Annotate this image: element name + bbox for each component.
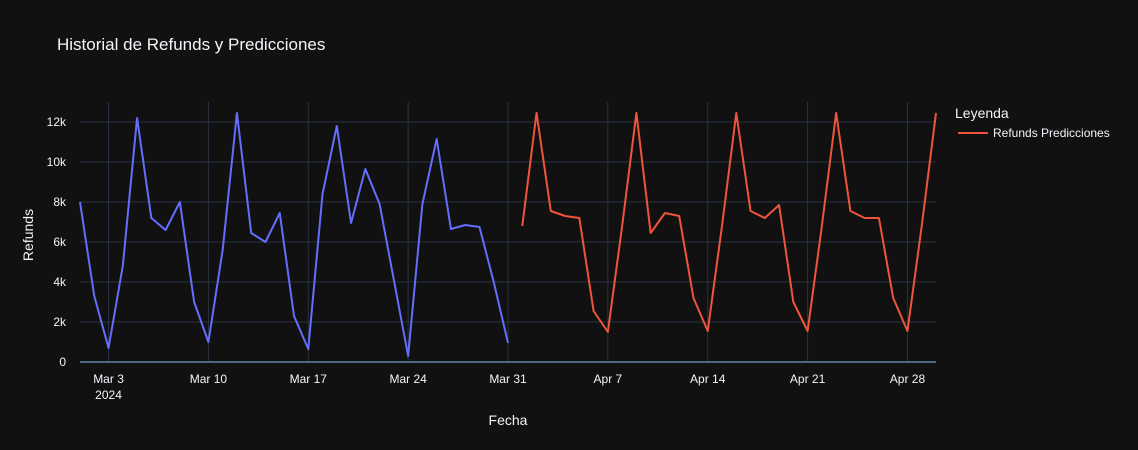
- x-tick-label: Apr 14: [690, 372, 726, 386]
- legend-items: Refunds Predicciones: [958, 126, 1110, 140]
- series-line-0: [79, 112, 509, 357]
- y-tick-label: 8k: [53, 195, 67, 209]
- x-tick-sublabel: 2024: [95, 388, 122, 402]
- tick-labels: 0 2k 4k 6k 8k 10k 12k Mar 3 2024 Mar 10 Mar 17 Mar …: [47, 115, 926, 402]
- x-tick-label: Apr 28: [890, 372, 926, 386]
- y-tick-label: 0: [59, 355, 66, 369]
- legend: Leyenda Refunds Predicciones: [955, 105, 1110, 140]
- series-line-1: [521, 112, 937, 333]
- y-tick-label: 4k: [53, 275, 67, 289]
- x-tick-label: Apr 21: [790, 372, 826, 386]
- y-axis-title: Refunds: [20, 209, 36, 261]
- legend-label: Refunds Predicciones: [993, 126, 1110, 140]
- grid-lines: [80, 102, 936, 362]
- x-axis-title: Fecha: [489, 412, 528, 428]
- series-lines: [79, 112, 937, 357]
- y-tick-label: 12k: [47, 115, 67, 129]
- y-tick-label: 10k: [47, 155, 67, 169]
- x-tick-label: Apr 7: [594, 372, 623, 386]
- x-tick-label: Mar 17: [290, 372, 328, 386]
- x-tick-label: Mar 31: [489, 372, 527, 386]
- x-tick-label: Mar 10: [190, 372, 228, 386]
- y-tick-label: 2k: [53, 315, 67, 329]
- y-tick-label: 6k: [53, 235, 67, 249]
- chart-title: Historial de Refunds y Predicciones: [57, 35, 325, 54]
- legend-title: Leyenda: [955, 105, 1009, 121]
- x-tick-label: Mar 3: [93, 372, 124, 386]
- x-tick-label: Mar 24: [389, 372, 427, 386]
